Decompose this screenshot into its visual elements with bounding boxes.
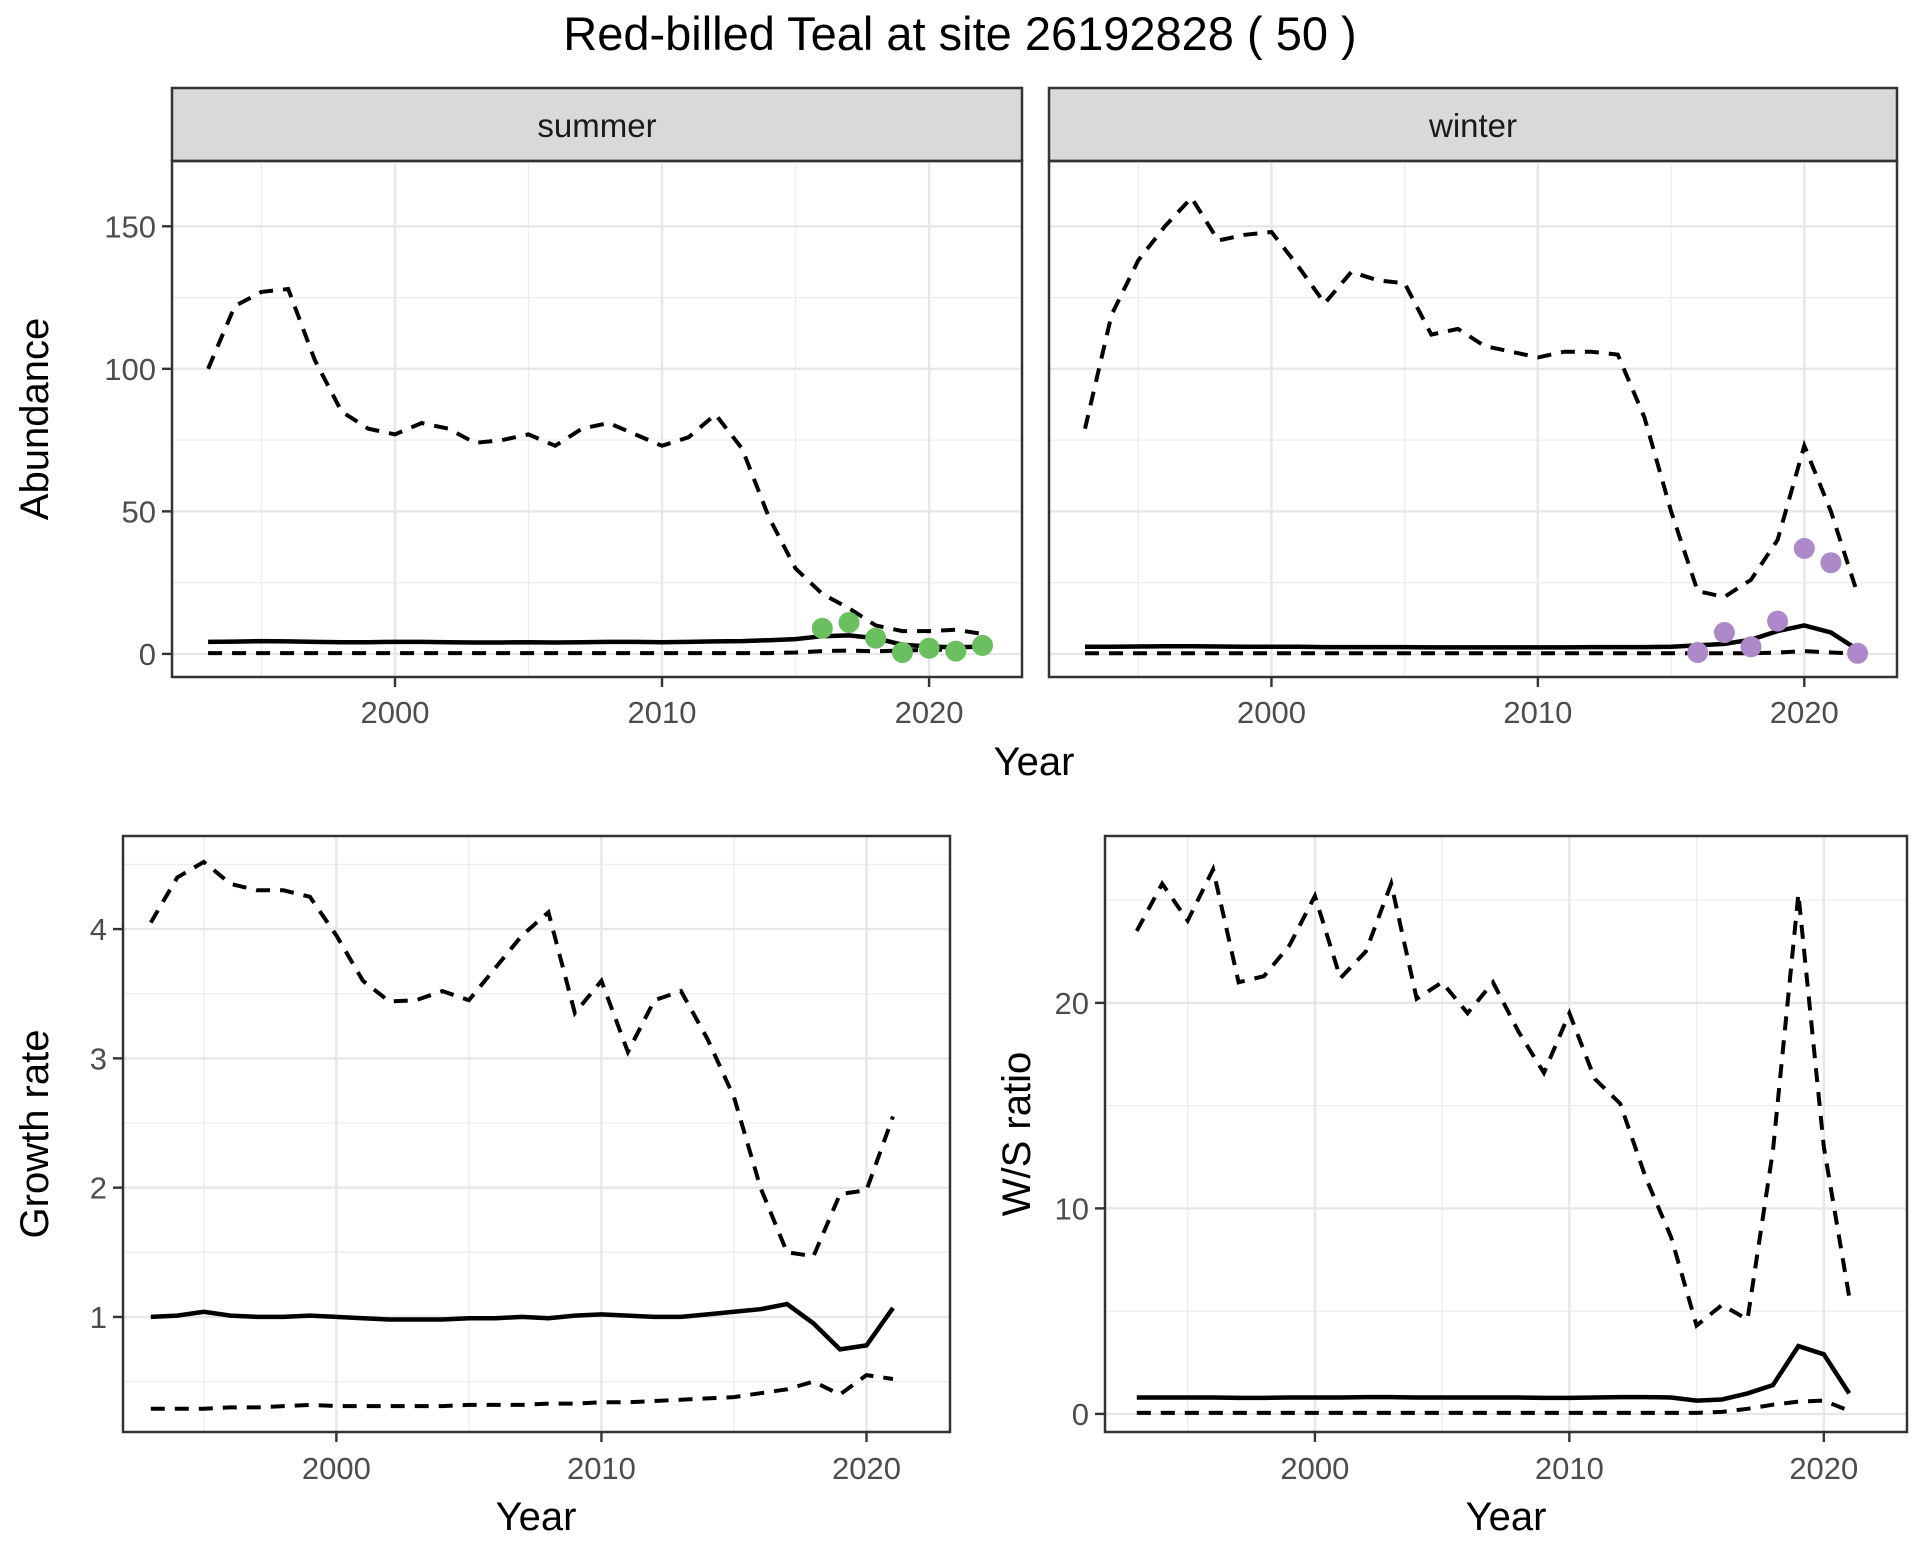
axis-ticks: 2000 2010 2020 1 2 3 4 [90,912,901,1486]
gridlines [1049,161,1897,677]
lower_95ci-line [208,647,983,656]
observed-point [1687,642,1709,663]
facet-strip-summer: summer [170,86,1024,163]
figure-title: Red-billed Teal at site 26192828 ( 50 ) [563,7,1356,60]
y-tick-label: 2 [90,1171,107,1206]
x-tick-label: 2020 [1789,1451,1858,1486]
observed-point [972,634,993,656]
panel-border [121,834,952,1434]
x-tick-label: 2000 [302,1451,371,1486]
observed-point [838,612,860,633]
lower_95ci-line [150,1373,894,1411]
median-line [1136,1343,1852,1403]
panel-abundance_summer: 2000 2010 2020 0 50 100 150 [104,159,1024,730]
y-axis-title-ws-ratio: W/S ratio [995,1052,1039,1216]
panel-abundance_winter: 2000 2010 2020 [1047,159,1899,730]
upper_95ci-line [1135,863,1852,1329]
y-axis-title-growth-rate: Growth rate [13,1030,57,1239]
panel-ws_ratio: 2000 2010 2020 0 10 20 [1055,834,1909,1486]
median-line [150,1301,895,1352]
y-tick-label: 0 [139,637,156,672]
x-tick-label: 2010 [1503,695,1572,730]
observed-point [918,637,940,659]
upper_95ci-line [1083,194,1860,600]
median-line [208,633,983,650]
y-tick-label: 4 [90,912,107,947]
x-axis-title-year-bottom-left: Year [496,1495,577,1539]
y-tick-label: 150 [104,209,156,244]
x-tick-label: 2000 [1280,1451,1349,1486]
median-line [1085,623,1859,652]
observed-point [865,627,887,649]
observed-point [1713,622,1735,643]
observed-point [891,642,913,663]
observed-points [811,612,993,663]
observed-point [945,640,967,662]
observed-point [811,617,833,639]
y-tick-label: 3 [90,1041,107,1076]
gridlines [172,161,1022,677]
x-tick-label: 2010 [567,1451,636,1486]
observed-point [1767,610,1789,632]
x-tick-label: 2020 [1770,695,1839,730]
x-tick-label: 2010 [1535,1451,1604,1486]
observed-point [1820,552,1842,574]
panel-growth_rate: 2000 2010 2020 1 2 3 4 [90,834,952,1486]
facet-label-winter: winter [1428,107,1517,144]
x-tick-label: 2010 [628,695,697,730]
facet-strip-winter: winter [1047,86,1899,163]
gridlines [1105,836,1907,1432]
x-tick-label: 2020 [895,695,964,730]
lower_95ci-line [1136,1398,1850,1415]
y-tick-label: 20 [1055,986,1089,1021]
observed-point [1847,642,1869,664]
y-tick-label: 1 [90,1300,107,1335]
x-tick-label: 2000 [360,695,429,730]
observed-points [1687,537,1869,664]
lower_95ci-line [1085,649,1858,656]
facet-label-summer: summer [537,107,656,144]
y-tick-label: 0 [1072,1397,1089,1432]
y-tick-label: 100 [104,352,156,387]
panel-border [1047,159,1899,679]
y-tick-label: 50 [122,494,156,529]
upper_95ci-line [206,286,983,636]
axis-ticks: 2000 2010 2020 0 50 100 150 [104,209,963,730]
x-tick-label: 2000 [1237,695,1306,730]
axis-ticks: 2000 2010 2020 0 10 20 [1055,986,1859,1486]
y-tick-label: 10 [1055,1191,1089,1226]
panel-border [1103,834,1909,1434]
observed-point [1793,537,1815,559]
axis-ticks: 2000 2010 2020 [1237,677,1839,730]
gridlines [123,836,950,1432]
x-axis-title-year-top: Year [994,740,1075,784]
x-axis-title-year-bottom-right: Year [1466,1495,1547,1539]
observed-point [1740,636,1762,658]
x-tick-label: 2020 [832,1451,901,1486]
panel-border [170,159,1024,679]
y-axis-title-abundance: Abundance [13,318,57,520]
